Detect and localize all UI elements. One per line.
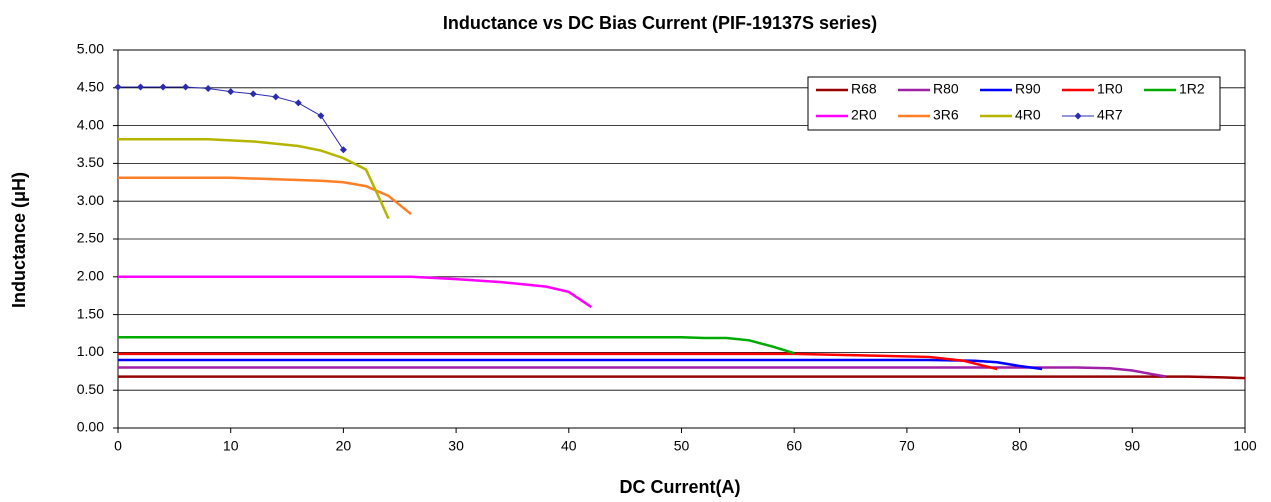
y-tick-label: 0.50 bbox=[77, 381, 104, 397]
y-tick-label: 4.50 bbox=[77, 79, 104, 95]
series-line bbox=[118, 366, 1167, 378]
x-tick-label: 30 bbox=[448, 438, 464, 454]
point-marker bbox=[159, 83, 167, 91]
x-tick-label: 50 bbox=[674, 438, 690, 454]
x-tick-label: 0 bbox=[114, 438, 122, 454]
point-marker bbox=[114, 83, 122, 91]
x-tick-label: 60 bbox=[786, 438, 802, 454]
series-line bbox=[118, 137, 390, 220]
point-marker bbox=[227, 88, 235, 96]
x-tick-label: 10 bbox=[223, 438, 239, 454]
series-line bbox=[118, 275, 593, 309]
y-tick-label: 4.00 bbox=[77, 116, 104, 132]
point-marker bbox=[339, 146, 347, 154]
plot-frame bbox=[117, 49, 1246, 429]
y-tick-label: 1.50 bbox=[77, 305, 104, 321]
x-tick-label: 20 bbox=[336, 438, 352, 454]
legend-box bbox=[807, 76, 1221, 131]
y-tick-label: 1.00 bbox=[77, 343, 104, 359]
chart-title: Inductance vs DC Bias Current (PIF-19137… bbox=[443, 13, 877, 33]
x-tick-label: 100 bbox=[1233, 438, 1257, 454]
y-tick-label: 5.00 bbox=[77, 41, 104, 57]
x-tick-label: 90 bbox=[1125, 438, 1141, 454]
y-axis-title: Inductance (μH) bbox=[9, 172, 29, 308]
y-tick-label: 0.00 bbox=[77, 419, 104, 435]
legend-label: 4R7 bbox=[1097, 107, 1123, 123]
point-marker bbox=[272, 93, 280, 101]
y-tick-label: 3.00 bbox=[77, 192, 104, 208]
y-tick-label: 2.00 bbox=[77, 268, 104, 284]
legend-label: 4R0 bbox=[1015, 107, 1041, 123]
point-marker bbox=[294, 99, 302, 107]
legend-label: 1R2 bbox=[1179, 81, 1205, 97]
legend-marker bbox=[1074, 112, 1082, 120]
legend-label: 1R0 bbox=[1097, 81, 1123, 97]
y-tick-label: 2.50 bbox=[77, 230, 104, 246]
point-marker bbox=[249, 90, 257, 98]
legend-label: 3R6 bbox=[933, 107, 959, 123]
series-line bbox=[118, 352, 998, 371]
point-marker bbox=[182, 83, 190, 91]
series-line bbox=[118, 375, 1246, 380]
series-line bbox=[118, 336, 795, 355]
x-tick-label: 70 bbox=[899, 438, 915, 454]
point-marker bbox=[317, 112, 325, 120]
point-marker bbox=[137, 83, 145, 91]
point-marker bbox=[204, 85, 212, 93]
series-line bbox=[118, 176, 412, 216]
legend-label: R68 bbox=[851, 81, 877, 97]
x-axis-title: DC Current(A) bbox=[620, 477, 741, 497]
legend-label: R80 bbox=[933, 81, 959, 97]
y-tick-label: 3.50 bbox=[77, 154, 104, 170]
legend-label: R90 bbox=[1015, 81, 1041, 97]
legend-label: 2R0 bbox=[851, 107, 877, 123]
series-line bbox=[118, 358, 1043, 371]
x-tick-label: 40 bbox=[561, 438, 577, 454]
x-tick-label: 80 bbox=[1012, 438, 1028, 454]
